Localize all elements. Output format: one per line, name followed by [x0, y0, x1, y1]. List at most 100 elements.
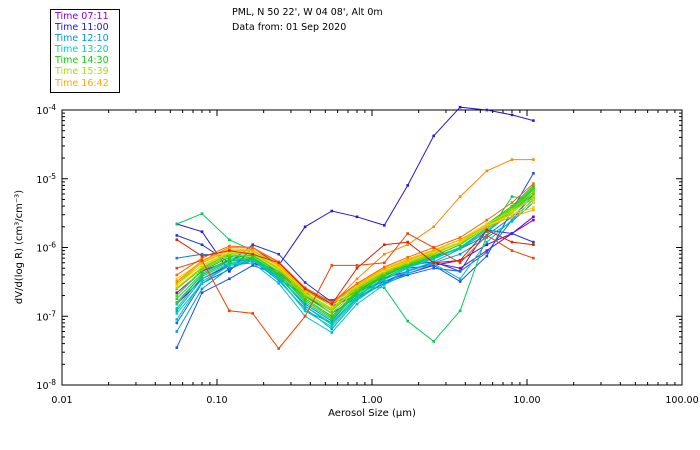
data-point: [485, 254, 489, 258]
data-point: [510, 213, 514, 216]
data-point: [200, 265, 204, 269]
data-point: [251, 261, 254, 265]
data-point: [532, 182, 535, 185]
data-point: [510, 208, 514, 211]
data-date: Data from: 01 Sep 2020: [232, 22, 347, 33]
data-point: [432, 261, 435, 265]
data-point: [228, 252, 231, 255]
data-point: [355, 288, 359, 292]
data-point: [175, 277, 179, 281]
data-point: [277, 276, 280, 280]
data-point: [228, 246, 231, 249]
data-point: [458, 280, 462, 283]
data-point: [303, 299, 307, 302]
data-point: [458, 195, 462, 198]
data-point: [383, 286, 386, 289]
data-point: [355, 299, 359, 302]
data-point: [277, 264, 280, 267]
data-point: [458, 261, 462, 265]
data-point: [228, 247, 231, 251]
y-tick-label: 10-8: [36, 378, 56, 392]
data-point: [303, 300, 307, 304]
data-point: [532, 187, 535, 190]
data-point: [200, 254, 204, 258]
data-point: [458, 238, 462, 241]
data-point: [485, 240, 489, 244]
data-point: [303, 309, 307, 313]
data-point: [251, 243, 254, 246]
data-point: [432, 249, 435, 252]
data-point: [532, 190, 535, 193]
data-point: [175, 238, 179, 241]
chart-header: PML, N 50 22', W 04 08', Alt 0m Data fro…: [232, 5, 383, 35]
y-tick-label: 10-4: [36, 103, 56, 117]
data-point: [330, 299, 334, 302]
data-point: [330, 312, 334, 315]
data-point: [406, 240, 409, 244]
data-point: [175, 266, 179, 270]
data-point: [175, 256, 179, 260]
data-point: [432, 134, 435, 138]
legend-entry: Time 16:42: [55, 77, 109, 89]
data-point: [532, 195, 535, 198]
data-point: [510, 218, 514, 222]
data-point: [175, 330, 179, 333]
data-point: [200, 277, 204, 281]
data-point: [277, 275, 280, 278]
data-point: [406, 272, 409, 275]
data-point: [458, 277, 462, 281]
data-point: [228, 257, 231, 261]
data-point: [277, 347, 280, 350]
data-point: [228, 261, 231, 265]
data-point: [277, 272, 280, 276]
data-point: [303, 225, 307, 229]
legend-box: Time 07:11 Time 11:00 Time 12:10 Time 13…: [50, 9, 120, 93]
data-point: [383, 276, 386, 280]
data-point: [277, 270, 280, 273]
data-point: [330, 331, 334, 334]
data-point: [228, 309, 231, 313]
data-point: [383, 243, 386, 246]
data-point: [485, 227, 489, 230]
data-point: [277, 252, 280, 256]
data-point: [228, 250, 231, 254]
data-point: [277, 282, 280, 285]
data-point: [200, 261, 204, 265]
data-point: [432, 266, 435, 270]
data-point: [458, 105, 462, 109]
data-point: [175, 297, 179, 300]
data-point: [485, 108, 489, 112]
data-point: [532, 240, 535, 244]
data-point: [510, 206, 514, 209]
data-point: [330, 321, 334, 325]
data-point: [383, 224, 386, 227]
data-point: [432, 254, 435, 257]
data-point: [277, 268, 280, 271]
data-point: [303, 292, 307, 296]
data-point: [355, 286, 359, 289]
data-point: [383, 272, 386, 276]
data-point: [228, 238, 231, 241]
data-point: [355, 297, 359, 300]
data-point: [485, 236, 489, 239]
x-tick-label: 0.10: [206, 395, 227, 406]
data-point: [406, 243, 409, 246]
data-point: [383, 283, 386, 286]
data-point: [228, 264, 231, 267]
data-point: [175, 234, 179, 237]
data-point: [383, 278, 386, 281]
data-point: [458, 309, 462, 313]
data-point: [406, 266, 409, 270]
data-point: [485, 225, 489, 229]
data-point: [406, 232, 409, 235]
data-point: [251, 252, 254, 256]
data-point: [432, 264, 435, 267]
plot-frame: [61, 109, 683, 386]
data-point: [532, 184, 535, 187]
data-point: [432, 246, 435, 249]
data-point: [355, 294, 359, 297]
data-point: [532, 158, 535, 161]
data-point: [175, 318, 179, 321]
data-point: [406, 269, 409, 272]
